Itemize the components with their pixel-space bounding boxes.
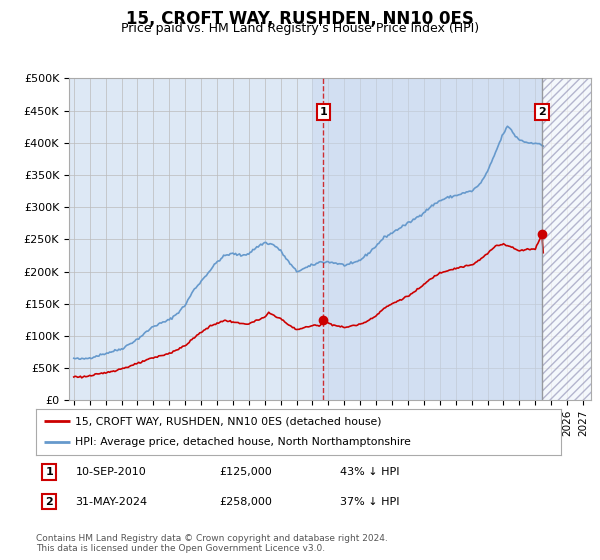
Text: £125,000: £125,000 bbox=[220, 467, 272, 477]
Text: 15, CROFT WAY, RUSHDEN, NN10 0ES (detached house): 15, CROFT WAY, RUSHDEN, NN10 0ES (detach… bbox=[76, 416, 382, 426]
Text: 1: 1 bbox=[320, 107, 328, 117]
Bar bbox=[543, 78, 591, 400]
Text: 15, CROFT WAY, RUSHDEN, NN10 0ES: 15, CROFT WAY, RUSHDEN, NN10 0ES bbox=[126, 10, 474, 28]
Text: 31-MAY-2024: 31-MAY-2024 bbox=[76, 497, 148, 507]
Text: £258,000: £258,000 bbox=[220, 497, 272, 507]
Text: 1: 1 bbox=[45, 467, 53, 477]
Text: 2: 2 bbox=[45, 497, 53, 507]
Text: 10-SEP-2010: 10-SEP-2010 bbox=[76, 467, 146, 477]
Text: HPI: Average price, detached house, North Northamptonshire: HPI: Average price, detached house, Nort… bbox=[76, 437, 411, 447]
Text: 43% ↓ HPI: 43% ↓ HPI bbox=[341, 467, 400, 477]
Text: Price paid vs. HM Land Registry's House Price Index (HPI): Price paid vs. HM Land Registry's House … bbox=[121, 22, 479, 35]
Bar bbox=[313, 78, 543, 400]
Text: Contains HM Land Registry data © Crown copyright and database right 2024.
This d: Contains HM Land Registry data © Crown c… bbox=[36, 534, 388, 553]
Text: 2: 2 bbox=[538, 107, 546, 117]
Text: 37% ↓ HPI: 37% ↓ HPI bbox=[341, 497, 400, 507]
